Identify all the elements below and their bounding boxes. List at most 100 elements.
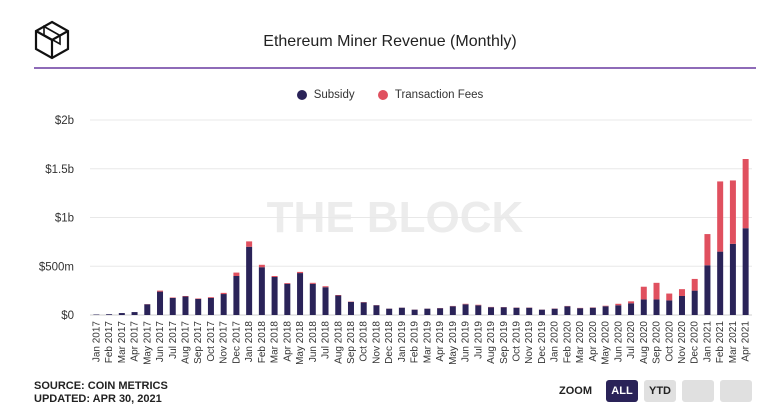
bar-subsidy[interactable] [182,296,189,315]
bar-subsidy[interactable] [131,312,138,315]
bar-transaction-fees[interactable] [704,234,711,266]
bar-subsidy[interactable] [258,267,265,315]
bar-transaction-fees[interactable] [666,293,673,301]
bar-transaction-fees[interactable] [615,303,622,306]
bar-transaction-fees[interactable] [691,278,698,291]
chart-legend: Subsidy Transaction Fees [0,89,780,103]
bar-subsidy[interactable] [691,290,698,315]
x-tick-label: Jan 2021 [702,321,713,363]
source-text: SOURCE: COIN METRICS [34,380,168,392]
bar-transaction-fees[interactable] [322,286,329,288]
bar-transaction-fees[interactable] [628,301,635,304]
zoom-ytd-button[interactable]: YTD [644,380,676,402]
bar-subsidy[interactable] [220,294,227,315]
bar-subsidy[interactable] [207,297,214,315]
bar-subsidy[interactable] [335,295,342,316]
bar-subsidy[interactable] [551,308,558,315]
bar-subsidy[interactable] [577,308,584,315]
x-tick-label: Sep 2020 [652,321,663,364]
bar-subsidy[interactable] [169,297,176,315]
y-tick-label: $1b [55,213,74,225]
bar-subsidy[interactable] [653,299,660,315]
bar-subsidy[interactable] [640,299,647,315]
x-tick-label: Nov 2019 [524,321,535,364]
bar-subsidy[interactable] [526,307,533,315]
bar-subsidy[interactable] [717,251,724,315]
zoom-all-button[interactable]: ALL [606,380,638,402]
legend-item-fees[interactable]: Transaction Fees [377,89,483,101]
zoom-label: ZOOM [559,385,592,397]
bar-subsidy[interactable] [347,301,354,315]
x-tick-label: Apr 2017 [130,321,141,362]
bar-subsidy[interactable] [398,307,405,315]
bar-subsidy[interactable] [322,287,329,315]
bar-subsidy[interactable] [271,276,278,315]
bar-subsidy[interactable] [284,283,291,315]
bar-subsidy[interactable] [386,308,393,315]
bar-transaction-fees[interactable] [297,271,304,274]
bar-subsidy[interactable] [628,303,635,315]
bar-transaction-fees[interactable] [157,290,164,292]
bar-subsidy[interactable] [602,306,609,315]
bar-subsidy[interactable] [424,308,431,315]
bar-transaction-fees[interactable] [717,181,724,252]
legend-item-subsidy[interactable]: Subsidy [296,89,355,101]
bar-subsidy[interactable] [666,300,673,315]
bar-transaction-fees[interactable] [220,292,227,295]
bar-subsidy[interactable] [106,314,113,315]
bar-subsidy[interactable] [144,304,151,315]
bar-subsidy[interactable] [500,307,507,315]
bar-transaction-fees[interactable] [271,276,278,277]
bar-subsidy[interactable] [564,306,571,315]
bar-transaction-fees[interactable] [207,297,214,298]
bar-subsidy[interactable] [704,265,711,315]
x-tick-label: Aug 2018 [333,321,344,364]
bar-transaction-fees[interactable] [258,264,265,268]
chart-title: Ethereum Miner Revenue (Monthly) [263,33,517,50]
x-tick-label: Dec 2018 [384,321,395,364]
x-tick-label: Mar 2020 [575,321,586,364]
bar-subsidy[interactable] [437,308,444,315]
x-tick-label: Jul 2020 [626,321,637,359]
bar-subsidy[interactable] [233,276,240,315]
bar-subsidy[interactable] [373,305,380,315]
bar-subsidy[interactable] [475,305,482,315]
x-tick-label: Oct 2017 [206,321,217,362]
bar-subsidy[interactable] [678,295,685,315]
bar-subsidy[interactable] [538,309,545,315]
bar-subsidy[interactable] [297,273,304,315]
x-tick-label: Nov 2020 [677,321,688,364]
bar-subsidy[interactable] [615,305,622,315]
legend-marker-fees [377,90,388,100]
x-tick-label: Mar 2018 [270,321,281,364]
bar-subsidy[interactable] [449,306,456,315]
bar-transaction-fees[interactable] [653,282,660,300]
y-tick-label: $1.5b [45,164,74,176]
bar-subsidy[interactable] [157,291,164,315]
bar-subsidy[interactable] [309,283,316,315]
x-tick-label: Jun 2019 [461,321,472,363]
bar-subsidy[interactable] [729,243,736,315]
bar-transaction-fees[interactable] [284,283,291,284]
bar-subsidy[interactable] [462,304,469,315]
bar-subsidy[interactable] [742,228,749,315]
zoom-option-button[interactable] [682,380,714,402]
bar-transaction-fees[interactable] [246,241,253,247]
bar-subsidy[interactable] [195,298,202,315]
bar-subsidy[interactable] [589,307,596,315]
bar-transaction-fees[interactable] [233,272,240,276]
bar-transaction-fees[interactable] [640,286,647,300]
x-tick-label: Jun 2020 [613,321,624,363]
bar-transaction-fees[interactable] [309,282,316,284]
bar-subsidy[interactable] [513,307,520,315]
bar-transaction-fees[interactable] [742,159,749,229]
bar-subsidy[interactable] [488,307,495,315]
x-tick-label: Aug 2019 [486,321,497,364]
bar-subsidy[interactable] [118,313,125,315]
bar-transaction-fees[interactable] [678,289,685,296]
bar-subsidy[interactable] [411,309,418,315]
bar-subsidy[interactable] [246,246,253,315]
zoom-option-button[interactable] [720,380,752,402]
bar-subsidy[interactable] [360,302,367,315]
bar-transaction-fees[interactable] [729,180,736,244]
